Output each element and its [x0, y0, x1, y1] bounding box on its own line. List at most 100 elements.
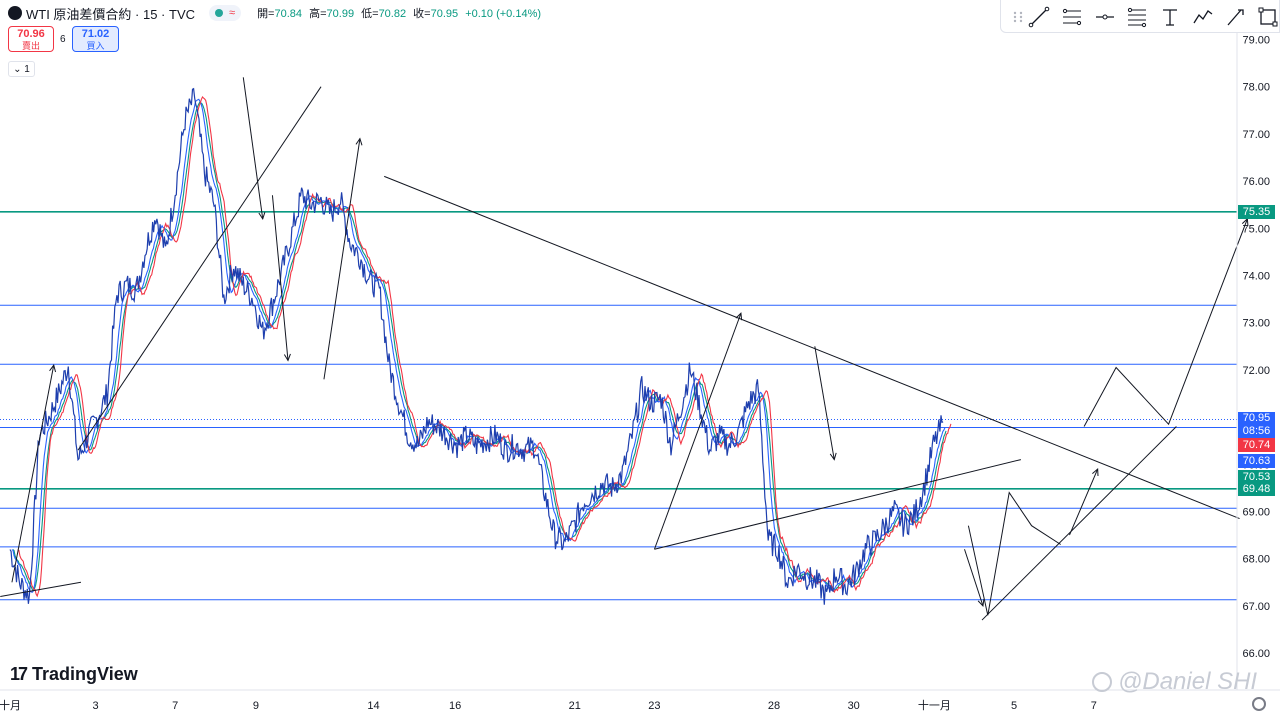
- arrow-head: [49, 364, 57, 373]
- ohlc-readout: 開=70.84 高=70.99 低=70.82 收=70.95 +0.10 (+…: [257, 5, 545, 21]
- last-price-tag: 70.95 08:56: [1238, 412, 1275, 439]
- trend-line-icon[interactable]: [1028, 6, 1050, 28]
- time-tick-label: 7: [1091, 700, 1097, 712]
- tradingview-wordmark: TradingView: [32, 664, 138, 684]
- arrow-line: [323, 138, 361, 380]
- arrow-line: [271, 195, 289, 361]
- ma-price-tag: 70.74: [1238, 438, 1275, 453]
- pill-wave-icon: ≈: [229, 7, 236, 19]
- price-tick-label: 68.00: [1242, 554, 1270, 566]
- arrow-line: [1069, 468, 1099, 536]
- arrow-line: [814, 346, 835, 460]
- drawing-toolbar: [1000, 0, 1280, 33]
- arrow-head: [258, 212, 266, 220]
- ohlc-change: +0.10 (+0.14%): [465, 8, 542, 20]
- tradingview-mark-icon: 17: [10, 664, 28, 684]
- time-tick-label: 23: [648, 700, 660, 712]
- gear-icon[interactable]: [1252, 697, 1266, 711]
- arrow-line: [653, 313, 742, 550]
- symbol-header: WTI 原油差價合約 · 15 · TVC ≈ 開=70.84 高=70.99 …: [8, 4, 545, 22]
- arrow-line: [11, 365, 55, 583]
- time-tick-label: 十一月: [918, 698, 951, 712]
- level-price-tag: 75.35: [1238, 204, 1275, 219]
- price-tick-label: 66.00: [1242, 648, 1270, 660]
- arrow-head: [977, 598, 985, 607]
- moving-average-red: [17, 96, 952, 598]
- zigzag-pattern-icon[interactable]: [1192, 6, 1214, 28]
- arrow-head: [355, 137, 363, 146]
- arrow-head: [735, 312, 743, 321]
- time-tick-label: 5: [1011, 700, 1017, 712]
- projection-path: [1083, 218, 1248, 427]
- chevron-down-icon: ⌄: [13, 64, 22, 75]
- price-tick-label: 72.00: [1242, 365, 1270, 377]
- trend-line: [981, 426, 1177, 621]
- zhihu-icon: [1092, 672, 1112, 692]
- price-tick-label: 79.00: [1242, 35, 1270, 47]
- zigzag-drawing: [967, 491, 1061, 616]
- indicator-count: 1: [24, 64, 30, 75]
- ohlc-low: 70.82: [378, 8, 407, 20]
- arrow-head: [1092, 467, 1099, 477]
- time-tick-label: 28: [768, 700, 780, 712]
- ohlc-open-label: 開=: [257, 8, 275, 20]
- tradingview-logo[interactable]: 17 TradingView: [10, 664, 138, 685]
- ohlc-open: 70.84: [274, 8, 303, 20]
- rectangle-icon[interactable]: [1257, 6, 1279, 28]
- parallel-channel-icon[interactable]: [1061, 6, 1083, 28]
- arrow-head: [283, 353, 291, 362]
- time-tick-label: 7: [172, 700, 178, 712]
- buy-button[interactable]: 71.02 買入: [72, 26, 119, 52]
- ohlc-low-label: 低=: [361, 8, 379, 20]
- trend-line: [384, 175, 1240, 520]
- trend-line: [654, 459, 1021, 550]
- buy-price: 71.02: [81, 28, 110, 40]
- price-tick-label: 73.00: [1242, 318, 1270, 330]
- price-tick-label: 76.00: [1242, 176, 1270, 188]
- time-tick-label: 十月: [0, 698, 21, 712]
- trend-line: [77, 86, 322, 451]
- ohlc-close-label: 收=: [413, 8, 431, 20]
- arrow-line: [242, 77, 264, 219]
- price-tick-label: 69.00: [1242, 507, 1270, 519]
- time-tick-label: 30: [848, 700, 860, 712]
- trend-line: [0, 581, 82, 597]
- market-status-pill[interactable]: ≈: [209, 5, 242, 21]
- market-open-icon: [215, 9, 224, 17]
- time-tick-label: 14: [367, 700, 379, 712]
- time-tick-label: 9: [253, 700, 259, 712]
- spread-value: 6: [60, 34, 66, 45]
- buy-label: 買入: [86, 41, 105, 51]
- time-tick-label: 16: [449, 700, 461, 712]
- price-tick-label: 74.00: [1242, 271, 1270, 283]
- ohlc-close: 70.95: [430, 8, 459, 20]
- brush-icon[interactable]: [1225, 6, 1247, 28]
- ma-price-tag: 70.63: [1238, 454, 1275, 469]
- drag-handle-icon[interactable]: [1007, 6, 1029, 28]
- price-series-line: [9, 87, 944, 605]
- arrow-line: [964, 549, 984, 607]
- price-tick-label: 67.00: [1242, 601, 1270, 613]
- horizontal-ray-icon[interactable]: [1094, 6, 1116, 28]
- ohlc-high: 70.99: [326, 8, 355, 20]
- moving-average-blue: [11, 98, 946, 593]
- price-tick-label: 75.00: [1242, 223, 1270, 235]
- fib-retracement-icon[interactable]: [1126, 6, 1148, 28]
- level-price-tag: 69.48: [1238, 481, 1275, 496]
- symbol-title[interactable]: WTI 原油差價合約 · 15 · TVC: [26, 6, 196, 22]
- time-tick-label: 21: [569, 700, 581, 712]
- symbol-logo-icon: [8, 6, 22, 20]
- indicators-collapse-button[interactable]: ⌄ 1: [8, 61, 35, 77]
- moving-average-green: [12, 101, 947, 591]
- arrow-head: [829, 452, 837, 461]
- text-cursor-icon[interactable]: [1159, 6, 1181, 28]
- ohlc-high-label: 高=: [309, 8, 327, 20]
- time-tick-label: 3: [92, 700, 98, 712]
- author-watermark: @Daniel SHI: [1092, 668, 1257, 696]
- ma-price-tag: 70.53: [1238, 470, 1275, 485]
- sell-button[interactable]: 70.96 賣出: [8, 26, 54, 52]
- price-tick-label: 77.00: [1242, 129, 1270, 141]
- sell-label: 賣出: [21, 41, 40, 51]
- watermark-text: @Daniel SHI: [1118, 668, 1258, 695]
